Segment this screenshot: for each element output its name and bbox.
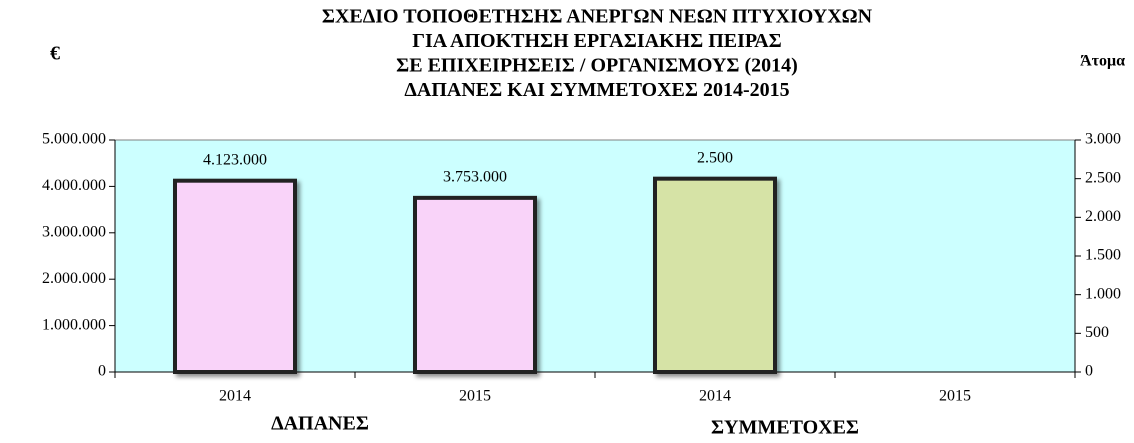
y2-tick-label: 500	[1085, 324, 1109, 341]
chart-title: ΔΑΠΑΝΕΣ ΚΑΙ ΣΥΜΜΕΤΟΧΕΣ 2014-2015	[404, 79, 789, 101]
x-tick-label: 2015	[939, 388, 971, 405]
y2-tick-label: 3.000	[1085, 131, 1121, 148]
data-label: 3.753.000	[443, 169, 507, 186]
legend-label: ΣΥΜΜΕΤΟΧΕΣ	[711, 417, 859, 439]
chart-title: ΓΙΑ ΑΠΟΚΤΗΣΗ ΕΡΓΑΣΙΑΚΗΣ ΠΕΙΡΑΣ	[412, 30, 781, 52]
y-tick-label: 3.000.000	[42, 223, 106, 240]
y-tick-label: 5.000.000	[42, 131, 106, 148]
y-axis-label: €	[50, 43, 60, 65]
y-tick-label: 1.000.000	[42, 316, 106, 333]
bar	[413, 195, 537, 374]
y2-axis-label: Άτομα	[1080, 53, 1125, 70]
data-label: 2.500	[697, 149, 733, 166]
legend-label: ΔΑΠΑΝΕΣ	[271, 413, 369, 435]
x-tick-label: 2015	[459, 388, 491, 405]
y-tick-label: 2.000.000	[42, 270, 106, 287]
data-label: 4.123.000	[203, 151, 267, 168]
x-tick-label: 2014	[219, 388, 251, 405]
chart-title: ΣΧΕΔΙΟ ΤΟΠΟΘΕΤΗΣΗΣ ΑΝΕΡΓΩΝ ΝΕΩΝ ΠΤΥΧΙΟΥΧ…	[322, 6, 873, 28]
y2-tick-label: 0	[1085, 363, 1093, 380]
y2-tick-label: 2.500	[1085, 169, 1121, 186]
y2-tick-label: 2.000	[1085, 208, 1121, 225]
bar	[653, 176, 777, 374]
bar	[173, 178, 297, 374]
chart-title: ΣΕ ΕΠΙΧΕΙΡΗΣΕΙΣ / ΟΡΓΑΝΙΣΜΟΥΣ (2014)	[396, 55, 798, 77]
y2-tick-label: 1.000	[1085, 285, 1121, 302]
y-tick-label: 4.000.000	[42, 177, 106, 194]
y-tick-label: 0	[98, 363, 106, 380]
x-tick-label: 2014	[699, 388, 731, 405]
y2-tick-label: 1.500	[1085, 247, 1121, 264]
